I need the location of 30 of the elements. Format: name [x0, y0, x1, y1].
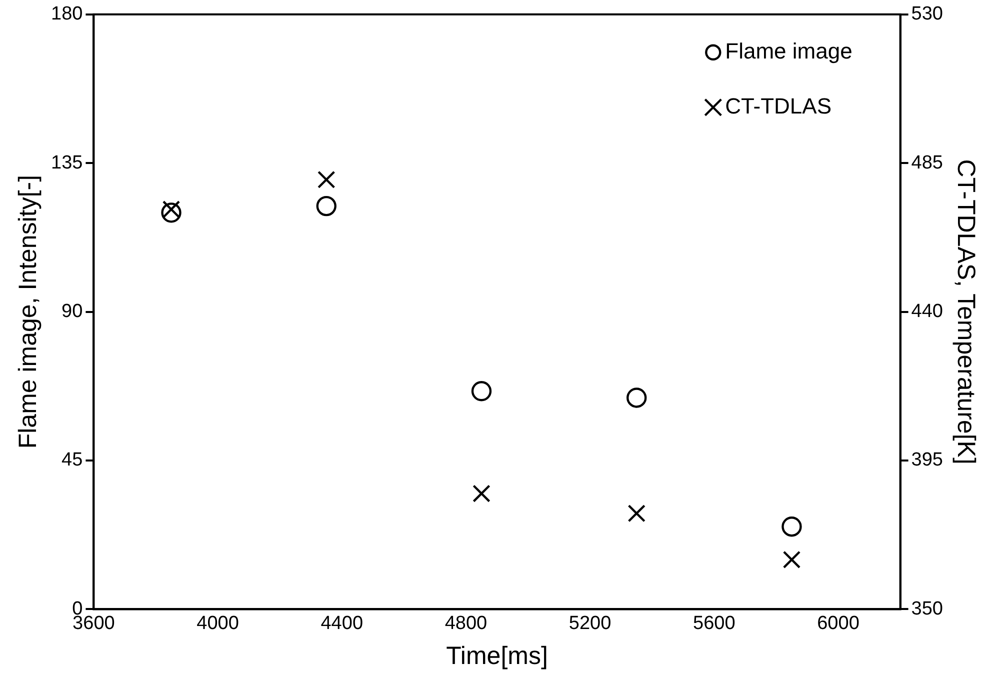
y-axis-title: Flame image, Intensity[-]: [14, 174, 42, 449]
y2-tick-label: 440: [911, 301, 943, 322]
point: [782, 516, 802, 537]
y-tick-label: 135: [51, 152, 83, 174]
point: [626, 388, 647, 408]
y2-tick-label: 485: [911, 152, 943, 174]
x-tick-label: 4400: [320, 612, 364, 634]
x-tick-label: 5200: [568, 612, 612, 634]
y-tick-label: 180: [51, 4, 83, 25]
x-axis-title: Time[ms]: [446, 642, 548, 670]
y2-tick-label: 395: [911, 450, 943, 471]
y-tick-label: 45: [62, 450, 83, 471]
legend-label: Flame image: [725, 38, 852, 64]
x-tick-label: 4000: [196, 612, 239, 634]
point: [628, 504, 646, 522]
x-tick-label: 4800: [444, 612, 488, 634]
point: [782, 550, 801, 569]
y-tick-label: 90: [62, 301, 83, 322]
point: [472, 484, 490, 502]
x-tick-label: 6000: [817, 612, 860, 634]
legend-label: CT-TDLAS: [725, 93, 832, 118]
point: [161, 202, 182, 223]
x-tick-label: 5600: [693, 612, 736, 634]
point: [317, 170, 336, 188]
point: [316, 196, 336, 216]
point: [471, 381, 492, 402]
y2-axis-title: CT-TDLAS, Temperature[K]: [952, 159, 980, 464]
y2-tick-label: 350: [911, 598, 943, 620]
y2-tick-label: 530: [911, 4, 943, 25]
point: [162, 200, 180, 218]
